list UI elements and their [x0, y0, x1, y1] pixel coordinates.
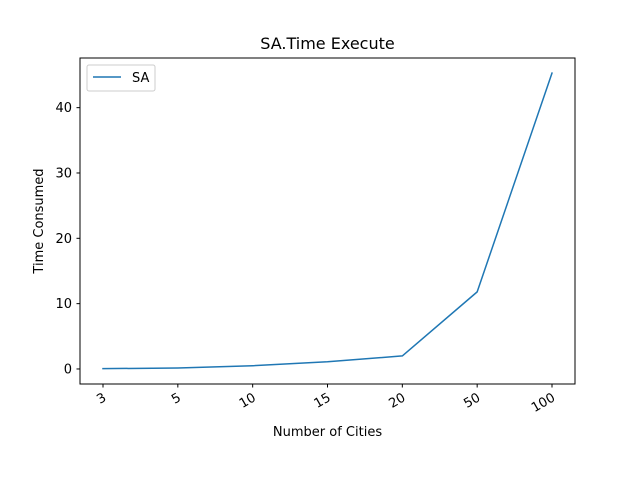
- series-layer: [102, 72, 553, 370]
- legend-label-sa: SA: [132, 71, 149, 86]
- x-axis-ticks: 3 5 10 15 20 50 100: [94, 384, 558, 416]
- x-tick-label: 10: [237, 390, 259, 411]
- y-tick-label: 40: [55, 101, 72, 116]
- y-tick-label: 20: [55, 232, 72, 247]
- x-tick-label: 5: [169, 390, 184, 407]
- y-tick-label: 10: [55, 297, 72, 312]
- plot-frame: [79, 57, 576, 385]
- legend-box: [86, 64, 156, 92]
- chart-title: SA.Time Execute: [260, 34, 394, 53]
- series-line-sa: [102, 72, 553, 370]
- x-tick-label: 3: [94, 390, 109, 407]
- x-axis-label: Number of Cities: [273, 425, 382, 440]
- x-tick-label: 100: [529, 390, 558, 415]
- y-axis-label: Time Consumed: [32, 168, 47, 274]
- x-tick-label: 15: [312, 390, 334, 411]
- x-tick-label: 20: [387, 390, 409, 411]
- x-tick-label: 50: [461, 390, 483, 411]
- y-tick-label: 30: [55, 166, 72, 181]
- y-tick-label: 0: [64, 362, 72, 377]
- legend: SA: [86, 64, 156, 92]
- y-axis-ticks: 0 10 20 30 40: [55, 101, 80, 377]
